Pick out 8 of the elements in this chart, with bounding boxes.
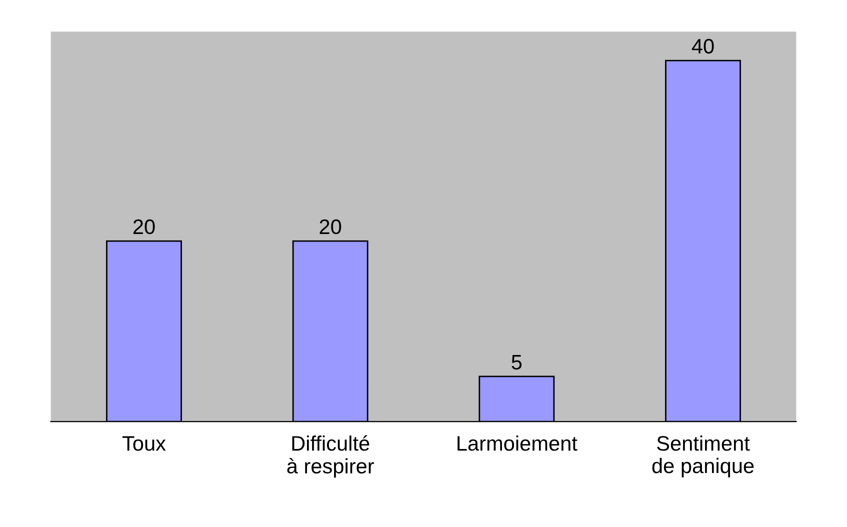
data-label: 20 [320, 219, 342, 234]
x-tick-label: Toux [122, 436, 166, 451]
x-tick-label: Difficulté à respirer [287, 435, 374, 478]
data-label: 40 [692, 38, 714, 54]
x-tick-label: Larmoiement [458, 435, 578, 451]
data-label: 5 [512, 355, 522, 370]
x-tick-label: Sentiment de panique [652, 435, 754, 478]
data-label: 20 [133, 219, 155, 234]
